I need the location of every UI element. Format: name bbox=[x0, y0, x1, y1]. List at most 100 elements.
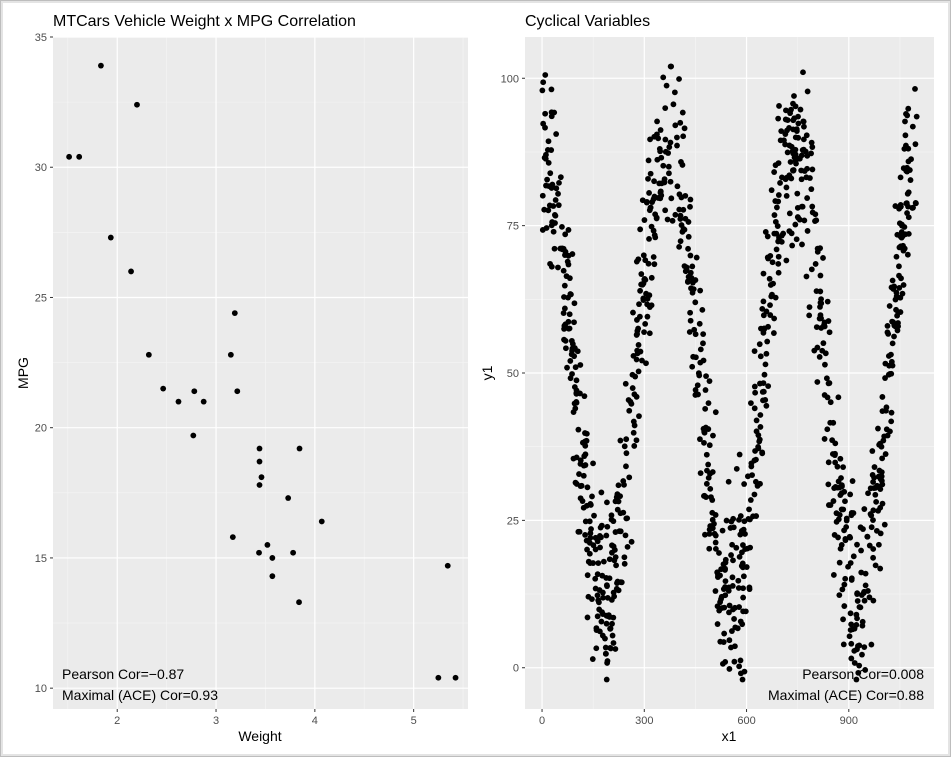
data-point bbox=[727, 525, 734, 531]
data-point bbox=[837, 492, 844, 498]
data-point bbox=[656, 180, 663, 187]
data-point bbox=[801, 123, 807, 130]
data-point bbox=[817, 304, 823, 310]
data-point bbox=[729, 628, 735, 634]
data-point bbox=[821, 319, 828, 326]
data-point bbox=[855, 669, 862, 676]
data-point bbox=[561, 282, 568, 289]
y-tick-label: 10 bbox=[35, 683, 47, 695]
data-point bbox=[666, 170, 672, 177]
data-point bbox=[886, 303, 893, 309]
data-point bbox=[887, 371, 893, 377]
data-point bbox=[861, 506, 868, 512]
data-point bbox=[604, 660, 611, 666]
data-point bbox=[783, 193, 790, 199]
data-point bbox=[808, 186, 815, 193]
data-point bbox=[771, 169, 778, 175]
data-point bbox=[631, 422, 638, 429]
data-point bbox=[677, 119, 684, 126]
data-point bbox=[896, 244, 903, 251]
data-point bbox=[806, 312, 813, 319]
data-point bbox=[782, 116, 789, 123]
data-point bbox=[761, 371, 768, 378]
data-point bbox=[831, 532, 838, 538]
data-point bbox=[576, 471, 582, 477]
data-point bbox=[597, 524, 604, 531]
data-point bbox=[837, 455, 844, 462]
data-point bbox=[835, 394, 842, 401]
data-point bbox=[747, 497, 754, 503]
data-point bbox=[191, 388, 198, 395]
data-point bbox=[234, 388, 241, 395]
data-point bbox=[594, 613, 601, 620]
data-point bbox=[746, 506, 752, 513]
data-point bbox=[592, 575, 599, 582]
data-point bbox=[800, 69, 806, 76]
data-point bbox=[803, 132, 810, 139]
data-point bbox=[699, 306, 706, 313]
data-point bbox=[552, 212, 559, 219]
data-point bbox=[571, 319, 577, 326]
data-point bbox=[817, 272, 824, 279]
data-point bbox=[66, 153, 73, 160]
data-point bbox=[909, 123, 916, 130]
data-point bbox=[748, 463, 755, 470]
data-point bbox=[635, 368, 642, 375]
data-point bbox=[611, 593, 618, 600]
right-maximal-annotation: Maximal (ACE) Cor=0.88 bbox=[768, 687, 924, 703]
data-point bbox=[545, 183, 552, 190]
data-point bbox=[853, 676, 860, 683]
data-point bbox=[644, 295, 651, 302]
data-point bbox=[912, 141, 919, 148]
data-point bbox=[696, 320, 703, 327]
data-point bbox=[573, 481, 580, 487]
data-point bbox=[862, 570, 869, 577]
data-point bbox=[553, 131, 560, 137]
data-point bbox=[757, 412, 764, 418]
data-point bbox=[736, 553, 743, 560]
data-point bbox=[854, 541, 860, 548]
data-point bbox=[896, 263, 902, 270]
data-point bbox=[548, 86, 555, 93]
data-point bbox=[134, 101, 140, 108]
data-point bbox=[737, 670, 744, 677]
data-point bbox=[593, 645, 600, 652]
data-point bbox=[640, 252, 647, 259]
data-point bbox=[628, 400, 635, 407]
data-point bbox=[617, 437, 624, 444]
data-point bbox=[662, 207, 669, 214]
data-point bbox=[854, 590, 861, 597]
data-point bbox=[731, 604, 738, 611]
data-point bbox=[595, 560, 602, 567]
data-point bbox=[593, 627, 600, 634]
data-point bbox=[667, 178, 674, 185]
data-point bbox=[712, 545, 719, 552]
data-point bbox=[676, 76, 682, 82]
data-point bbox=[688, 285, 694, 292]
data-point bbox=[857, 604, 864, 611]
data-point bbox=[812, 261, 819, 267]
data-point bbox=[830, 572, 837, 578]
data-point bbox=[872, 562, 879, 569]
data-point bbox=[813, 324, 820, 330]
data-point bbox=[710, 432, 716, 439]
data-point bbox=[714, 621, 721, 627]
data-point bbox=[839, 586, 846, 593]
data-point bbox=[889, 340, 896, 347]
data-point bbox=[227, 351, 234, 358]
data-point bbox=[581, 393, 588, 400]
y-tick-label: 25 bbox=[507, 515, 519, 527]
y-tick-label: 50 bbox=[507, 368, 519, 380]
data-point bbox=[570, 409, 577, 416]
data-point bbox=[814, 248, 821, 255]
data-point bbox=[590, 460, 596, 467]
data-point bbox=[734, 625, 741, 632]
data-point bbox=[819, 347, 826, 354]
data-point bbox=[589, 656, 596, 662]
data-point bbox=[567, 358, 574, 364]
data-point bbox=[548, 147, 555, 153]
data-point bbox=[825, 481, 832, 488]
data-point bbox=[800, 118, 807, 125]
data-point bbox=[560, 310, 567, 317]
data-point bbox=[842, 535, 849, 542]
